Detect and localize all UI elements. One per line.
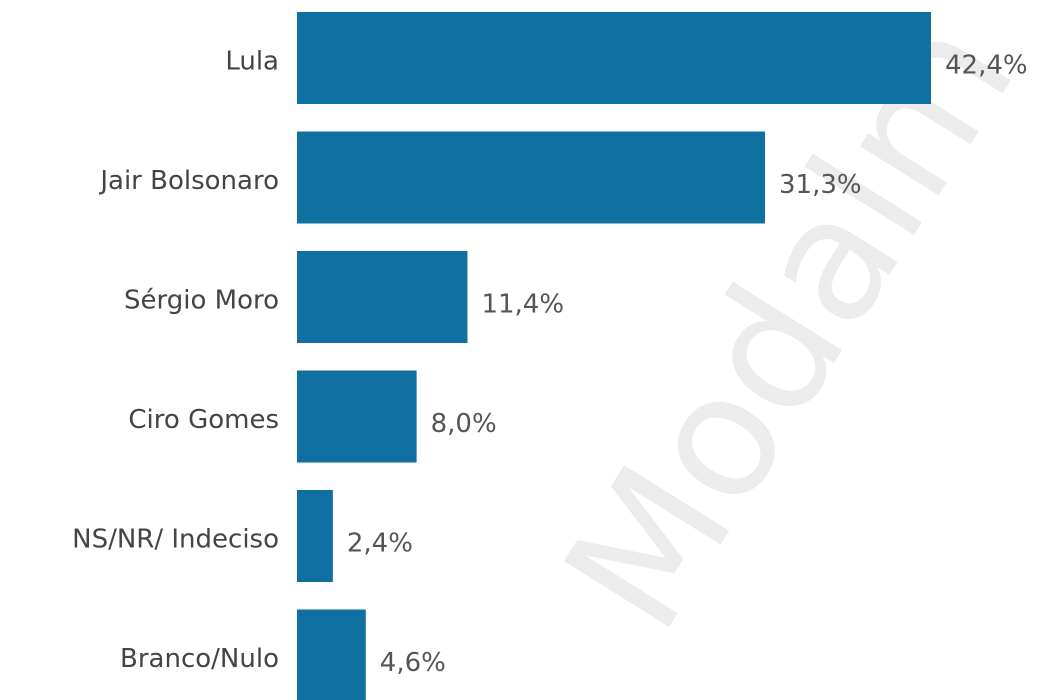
bar xyxy=(297,131,766,224)
bar xyxy=(297,609,366,700)
bar xyxy=(297,370,417,463)
bar xyxy=(297,490,333,582)
value-label: 31,3% xyxy=(779,170,862,200)
value-label: 11,4% xyxy=(481,290,564,320)
bar xyxy=(297,251,468,343)
category-label: Branco/Nulo xyxy=(120,644,279,674)
value-label: 8,0% xyxy=(431,409,497,439)
category-label: Jair Bolsonaro xyxy=(98,166,279,196)
value-label: 2,4% xyxy=(347,529,413,559)
bar xyxy=(297,12,931,104)
category-label: NS/NR/ Indeciso xyxy=(72,525,279,555)
category-label: Sérgio Moro xyxy=(124,286,279,316)
value-label: 4,6% xyxy=(380,648,446,678)
category-label: Ciro Gomes xyxy=(128,405,279,435)
category-label: Lula xyxy=(225,47,279,77)
value-label: 42,4% xyxy=(945,51,1028,81)
